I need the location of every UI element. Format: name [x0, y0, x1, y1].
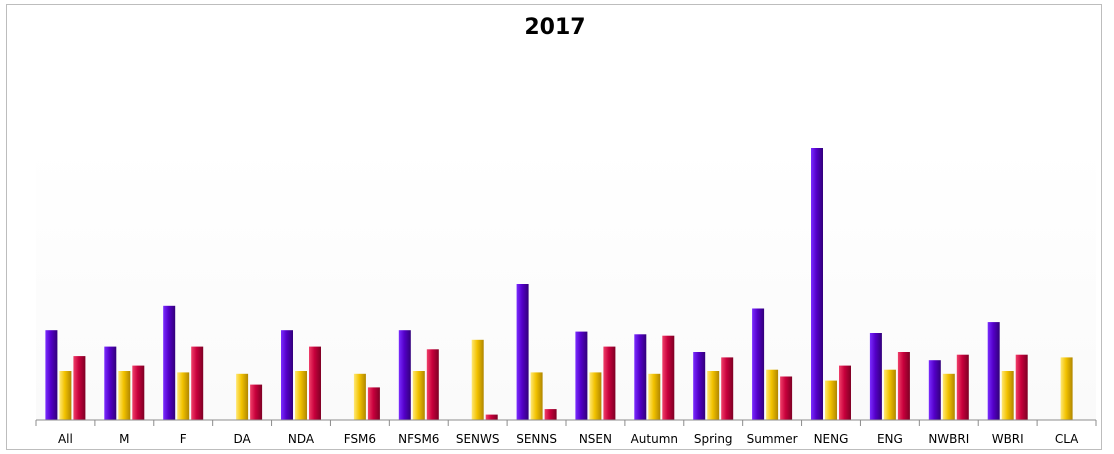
bar-f-s1: [163, 305, 176, 420]
x-tick-label: All: [58, 432, 73, 446]
bar-f-s2: [177, 372, 190, 420]
x-tick-label: Autumn: [631, 432, 678, 446]
bar-senns-s1: [516, 284, 529, 420]
bar-eng-s3: [897, 352, 910, 420]
bar-nwbri-s1: [928, 360, 941, 420]
bar-nsen-s1: [575, 331, 588, 420]
bar-nsen-s2: [589, 372, 602, 420]
bar-summer-s3: [780, 376, 793, 420]
bar-autumn-s3: [662, 335, 675, 420]
bar-nfsm6-s2: [412, 371, 425, 420]
bar-nwbri-s3: [956, 354, 969, 420]
bar-senws-s2: [471, 339, 484, 420]
x-tick-label: M: [119, 432, 129, 446]
x-tick-label: NWBRI: [928, 432, 969, 446]
bar-spring-s1: [693, 352, 706, 420]
bar-nfsm6-s3: [426, 349, 439, 420]
bar-spring-s3: [721, 357, 734, 420]
bar-autumn-s1: [634, 334, 647, 420]
bar-nda-s2: [295, 371, 307, 420]
bar-all-s2: [59, 371, 72, 420]
bar-da-s3: [250, 384, 263, 420]
bar-neng-s3: [839, 365, 851, 420]
x-tick-label: NFSM6: [398, 432, 439, 446]
x-tick-label: F: [180, 432, 187, 446]
bar-nwbri-s2: [942, 373, 955, 420]
x-tick-label: SENWS: [456, 432, 500, 446]
bar-autumn-s2: [648, 373, 661, 420]
bar-nda-s3: [309, 346, 321, 420]
bar-nsen-s3: [603, 346, 616, 420]
bar-nda-s1: [281, 330, 293, 420]
x-tick-label: ENG: [877, 432, 903, 446]
bar-nfsm6-s1: [398, 330, 411, 420]
bar-f-s3: [191, 346, 204, 420]
x-tick-label: Spring: [694, 432, 733, 446]
bar-da-s2: [236, 373, 249, 420]
bar-senns-s2: [530, 372, 543, 420]
x-tick-label: NSEN: [579, 432, 612, 446]
bar-all-s3: [73, 356, 86, 420]
x-tick-label: Summer: [747, 432, 798, 446]
bar-fsm6-s2: [353, 373, 366, 420]
bar-wbri-s1: [987, 322, 1000, 420]
bar-wbri-s3: [1015, 354, 1028, 420]
x-tick-label: SENNS: [516, 432, 557, 446]
chart-title: 2017: [524, 15, 586, 40]
bar-senws-s3: [485, 414, 498, 420]
x-tick-label: DA: [233, 432, 251, 446]
bar-cla-s2: [1060, 357, 1073, 420]
bar-spring-s2: [707, 371, 720, 420]
bar-wbri-s2: [1001, 371, 1014, 420]
x-tick-label: CLA: [1055, 432, 1079, 446]
bar-summer-s2: [766, 369, 779, 420]
bar-m-s3: [132, 365, 145, 420]
bar-eng-s1: [869, 333, 882, 420]
x-tick-label: WBRI: [992, 432, 1024, 446]
bar-fsm6-s3: [367, 387, 380, 420]
x-tick-label: NENG: [814, 432, 849, 446]
bar-m-s2: [118, 371, 131, 420]
x-tick-label: FSM6: [344, 432, 376, 446]
bar-senns-s3: [544, 409, 557, 420]
x-tick-label: NDA: [288, 432, 315, 446]
bar-all-s1: [45, 330, 58, 420]
bar-neng-s1: [811, 148, 823, 420]
bar-summer-s1: [752, 308, 765, 420]
bar-neng-s2: [825, 380, 837, 420]
bar-eng-s2: [883, 369, 896, 420]
bar-m-s1: [104, 346, 117, 420]
